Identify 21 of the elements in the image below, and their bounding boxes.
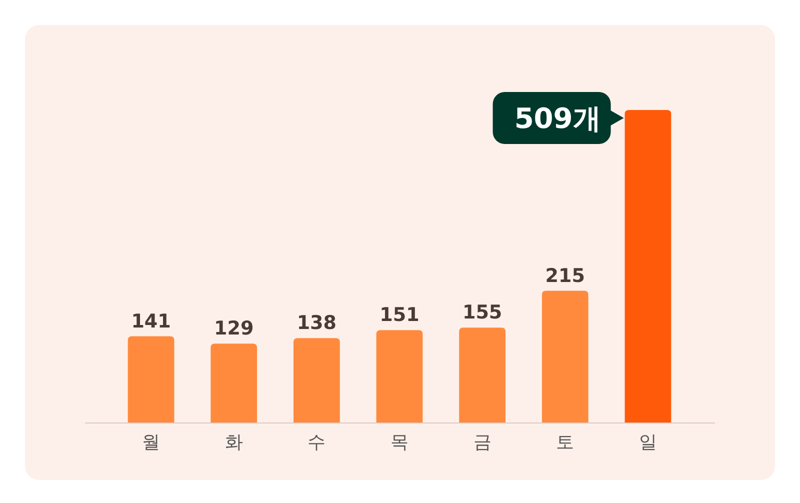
- data-label: 215: [545, 264, 585, 287]
- bar: [542, 290, 588, 423]
- x-tick-label: 화: [224, 432, 243, 453]
- bar: [459, 328, 506, 423]
- x-tick-label: 수: [308, 432, 326, 453]
- bar: [376, 330, 423, 423]
- bar: [128, 336, 174, 423]
- data-label: 129: [214, 318, 254, 340]
- x-tick-label: 월: [142, 432, 160, 453]
- data-label: 141: [131, 310, 171, 332]
- data-label: 151: [380, 304, 420, 326]
- bar: [210, 344, 258, 423]
- bar: [624, 110, 672, 423]
- data-label: 138: [296, 312, 337, 334]
- bar: [293, 338, 340, 423]
- data-label: 155: [462, 302, 502, 324]
- x-tick-label: 토: [556, 432, 574, 453]
- x-tick-label: 목: [390, 432, 408, 453]
- annotation: 509개: [514, 102, 601, 135]
- x-tick-label: 금: [473, 432, 492, 453]
- x-tick-label: 일: [638, 432, 657, 453]
